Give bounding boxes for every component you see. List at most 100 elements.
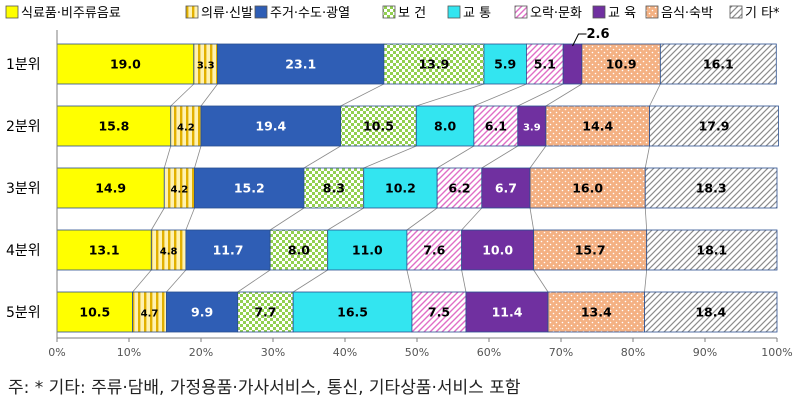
legend-item: 식료품·비주류음료 [5,5,121,21]
bar-segment [56,229,152,271]
connector-line [363,145,417,169]
x-tick-label: 20% [189,346,213,359]
legend-label: 교 육 [608,6,636,21]
legend-item: 기 타* [729,5,780,21]
connector-line [649,83,661,107]
bar-segment [545,105,650,147]
x-axis: 0% 10% 20% 30% 40% 50% 60% 70% 80% 90% 100% [48,30,793,359]
bar-segment [461,229,535,271]
bar-segment [56,167,165,209]
legend-label: 식료품·비주류음료 [21,6,121,21]
legend-swatch [645,5,659,19]
data-label: 9.9 [191,305,213,320]
data-label: 14.9 [95,181,126,196]
legend-swatch [729,5,743,19]
bar-segment [533,229,648,271]
connector-line [436,145,475,169]
connector-line [473,83,527,107]
connector-line [529,145,547,169]
footnote: 주: * 기타: 주류·담배, 가정용품·가사서비스, 통신, 기타상품·서비스… [8,378,521,398]
connector-line [406,269,413,293]
bar-segment [415,105,475,147]
data-label: 7.6 [423,243,445,258]
bar-segment [363,167,438,209]
bar-segment [166,291,239,333]
stacked-bar-chart: 식료품·비주류음료 의류·신발 주거·수도·광열 보 건 교 통 오락·문화 교 육 음식·숙… [5,5,793,359]
bar-segment [217,43,385,85]
data-label: 11.7 [213,243,244,258]
bar-segment [649,105,779,147]
bar-segment [644,291,778,333]
bar-segment [150,229,187,271]
x-tick-label: 80% [621,346,645,359]
connector-line [185,207,195,231]
connector-lines [132,83,661,293]
connector-line [237,269,271,293]
data-label: 13.9 [418,57,449,72]
legend-item: 음식·숙박 [645,5,713,21]
data-label: 10.5 [79,305,110,320]
bar-segment [644,167,778,209]
data-label: 5.9 [494,57,516,72]
legend-swatch [514,5,528,19]
bar-segment [237,291,294,333]
data-label: 10.0 [482,243,513,258]
x-tick-label: 50% [405,346,429,359]
bar-segment [646,229,778,271]
data-label: 15.7 [575,243,606,258]
legend-label: 주거·수도·광열 [270,6,350,21]
legend-label: 보 건 [398,6,426,21]
data-label: 14.4 [582,119,613,134]
category-label: 2분위 [6,119,41,135]
x-tick-label: 40% [333,346,357,359]
legend-label: 기 타* [745,6,780,21]
connector-line [517,83,564,107]
category-label: 1분위 [6,57,41,73]
legend-item: 보 건 [382,5,426,21]
bar-segment [436,167,483,209]
legend-item: 의류·신발 [185,5,253,21]
bar-segment [292,291,413,333]
data-label: 15.8 [98,119,129,134]
connector-line [163,145,172,169]
data-label: 8.0 [288,243,310,258]
bar-segment [340,105,417,147]
connector-line [303,145,341,169]
data-label: 15.2 [234,181,265,196]
connector-line [150,207,165,231]
bar-segment [465,291,549,333]
legend-swatch [254,5,268,19]
bar-segment [562,43,583,85]
x-tick-label: 30% [261,346,285,359]
data-label: 4.7 [141,309,159,320]
callout-line [572,33,587,47]
data-label: 13.4 [581,305,612,320]
bar-segment [327,229,408,271]
connector-line [533,269,549,293]
legend-label: 교 통 [463,6,491,21]
legend-item: 주거·수도·광열 [254,5,350,21]
bar-segment [200,105,342,147]
x-tick-label: 10% [117,346,141,359]
category-label: 5분위 [6,305,41,321]
bar-segment [483,43,527,85]
legend-label: 의류·신발 [201,6,253,21]
bars: 19.0 3.3 23.1 13.9 5.9 5.1 10.9 16.1 15.8 4.2 19.4… [56,43,779,333]
data-label: 10.2 [385,181,416,196]
data-label: 4.2 [177,123,195,134]
bar-segment [132,291,167,333]
data-label: 18.3 [696,181,727,196]
data-label: 6.1 [485,119,507,134]
data-label: 13.1 [89,243,120,258]
x-tick-label: 0% [48,346,65,359]
data-label: 6.7 [495,181,517,196]
bar-segment [170,105,202,147]
connector-line [481,145,519,169]
data-label: 11.4 [492,305,523,320]
bar-segment [529,167,646,209]
bar-segment [194,167,305,209]
legend-swatch [185,5,199,19]
bar-segment [526,43,564,85]
bar-segment [473,105,519,147]
